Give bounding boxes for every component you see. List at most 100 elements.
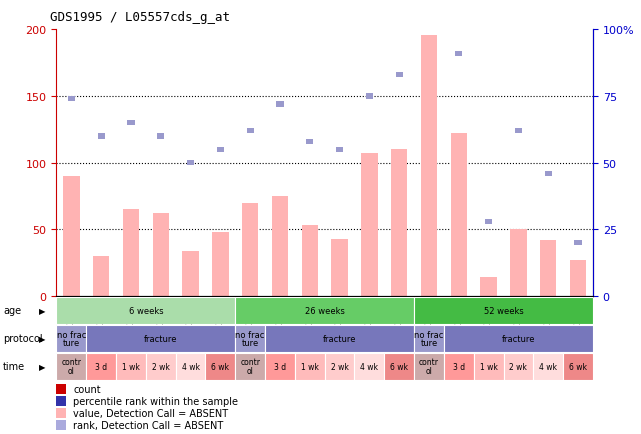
Bar xyxy=(63,177,79,296)
Text: 4 wk: 4 wk xyxy=(360,362,378,371)
Bar xyxy=(276,102,283,108)
Bar xyxy=(97,134,104,139)
Bar xyxy=(395,73,403,78)
Bar xyxy=(336,148,343,153)
Text: contr
ol: contr ol xyxy=(419,358,439,375)
Bar xyxy=(205,353,235,380)
Bar xyxy=(366,94,373,99)
Bar xyxy=(331,239,348,296)
Bar xyxy=(56,353,86,380)
Bar xyxy=(485,219,492,224)
Bar xyxy=(295,353,325,380)
Bar xyxy=(56,385,66,395)
Bar xyxy=(265,353,295,380)
Text: fracture: fracture xyxy=(323,334,356,343)
Bar xyxy=(56,408,66,418)
Bar xyxy=(391,150,408,296)
Text: 26 weeks: 26 weeks xyxy=(304,306,345,315)
Text: 3 d: 3 d xyxy=(274,362,286,371)
Bar xyxy=(301,226,318,296)
Text: rank, Detection Call = ABSENT: rank, Detection Call = ABSENT xyxy=(73,420,224,430)
Bar xyxy=(540,240,556,296)
Text: fracture: fracture xyxy=(502,334,535,343)
Text: 4 wk: 4 wk xyxy=(539,362,557,371)
Text: percentile rank within the sample: percentile rank within the sample xyxy=(73,396,238,406)
Bar xyxy=(272,197,288,296)
Text: fracture: fracture xyxy=(144,334,178,343)
Text: no frac
ture: no frac ture xyxy=(56,330,86,347)
Bar xyxy=(515,129,522,134)
Text: ▶: ▶ xyxy=(39,334,46,343)
Bar xyxy=(128,121,135,126)
Bar xyxy=(533,353,563,380)
Text: 6 wk: 6 wk xyxy=(390,362,408,371)
Bar xyxy=(56,420,66,430)
Bar xyxy=(235,325,265,352)
Text: time: time xyxy=(3,362,26,371)
Text: contr
ol: contr ol xyxy=(62,358,81,375)
Bar xyxy=(265,325,414,352)
Text: GDS1995 / L05557cds_g_at: GDS1995 / L05557cds_g_at xyxy=(50,11,230,24)
Text: contr
ol: contr ol xyxy=(240,358,260,375)
Text: 4 wk: 4 wk xyxy=(181,362,199,371)
Bar xyxy=(86,353,116,380)
Bar xyxy=(325,353,354,380)
Text: 6 weeks: 6 weeks xyxy=(128,306,163,315)
Bar xyxy=(354,353,385,380)
Text: no frac
ture: no frac ture xyxy=(414,330,444,347)
Bar xyxy=(235,297,414,324)
Bar xyxy=(247,129,254,134)
Bar xyxy=(420,36,437,296)
Bar xyxy=(451,134,467,296)
Bar xyxy=(414,353,444,380)
Text: age: age xyxy=(3,306,21,316)
Text: 1 wk: 1 wk xyxy=(301,362,319,371)
Text: 2 wk: 2 wk xyxy=(152,362,170,371)
Bar xyxy=(414,325,444,352)
Bar xyxy=(217,148,224,153)
Bar xyxy=(563,353,593,380)
Bar xyxy=(146,353,176,380)
Text: 1 wk: 1 wk xyxy=(479,362,497,371)
Text: 52 weeks: 52 weeks xyxy=(483,306,524,315)
Bar xyxy=(574,240,581,246)
Text: 2 wk: 2 wk xyxy=(510,362,528,371)
Bar xyxy=(56,396,66,406)
Bar xyxy=(480,278,497,296)
Bar xyxy=(212,233,229,296)
Bar xyxy=(504,353,533,380)
Text: 2 wk: 2 wk xyxy=(331,362,349,371)
Text: 1 wk: 1 wk xyxy=(122,362,140,371)
Text: 3 d: 3 d xyxy=(453,362,465,371)
Bar xyxy=(235,353,265,380)
Text: protocol: protocol xyxy=(3,334,43,343)
Bar xyxy=(455,52,462,57)
Text: ▶: ▶ xyxy=(39,306,46,315)
Bar xyxy=(122,210,139,296)
Bar xyxy=(56,325,86,352)
Bar xyxy=(414,297,593,324)
Bar xyxy=(86,325,235,352)
Bar xyxy=(153,214,169,296)
Bar xyxy=(157,134,164,139)
Bar xyxy=(570,260,587,296)
Text: no frac
ture: no frac ture xyxy=(235,330,265,347)
Bar xyxy=(444,325,593,352)
Bar xyxy=(361,154,378,296)
Bar xyxy=(426,20,433,25)
Bar xyxy=(68,97,75,102)
Text: value, Detection Call = ABSENT: value, Detection Call = ABSENT xyxy=(73,408,228,418)
Bar xyxy=(116,353,146,380)
Text: 3 d: 3 d xyxy=(95,362,107,371)
Bar xyxy=(545,171,552,177)
Text: ▶: ▶ xyxy=(39,362,46,371)
Bar xyxy=(510,230,527,296)
Bar xyxy=(474,353,504,380)
Bar xyxy=(56,297,235,324)
Bar xyxy=(93,256,110,296)
Text: 6 wk: 6 wk xyxy=(212,362,229,371)
Bar xyxy=(385,353,414,380)
Bar xyxy=(187,161,194,166)
Bar xyxy=(444,353,474,380)
Bar xyxy=(306,139,313,145)
